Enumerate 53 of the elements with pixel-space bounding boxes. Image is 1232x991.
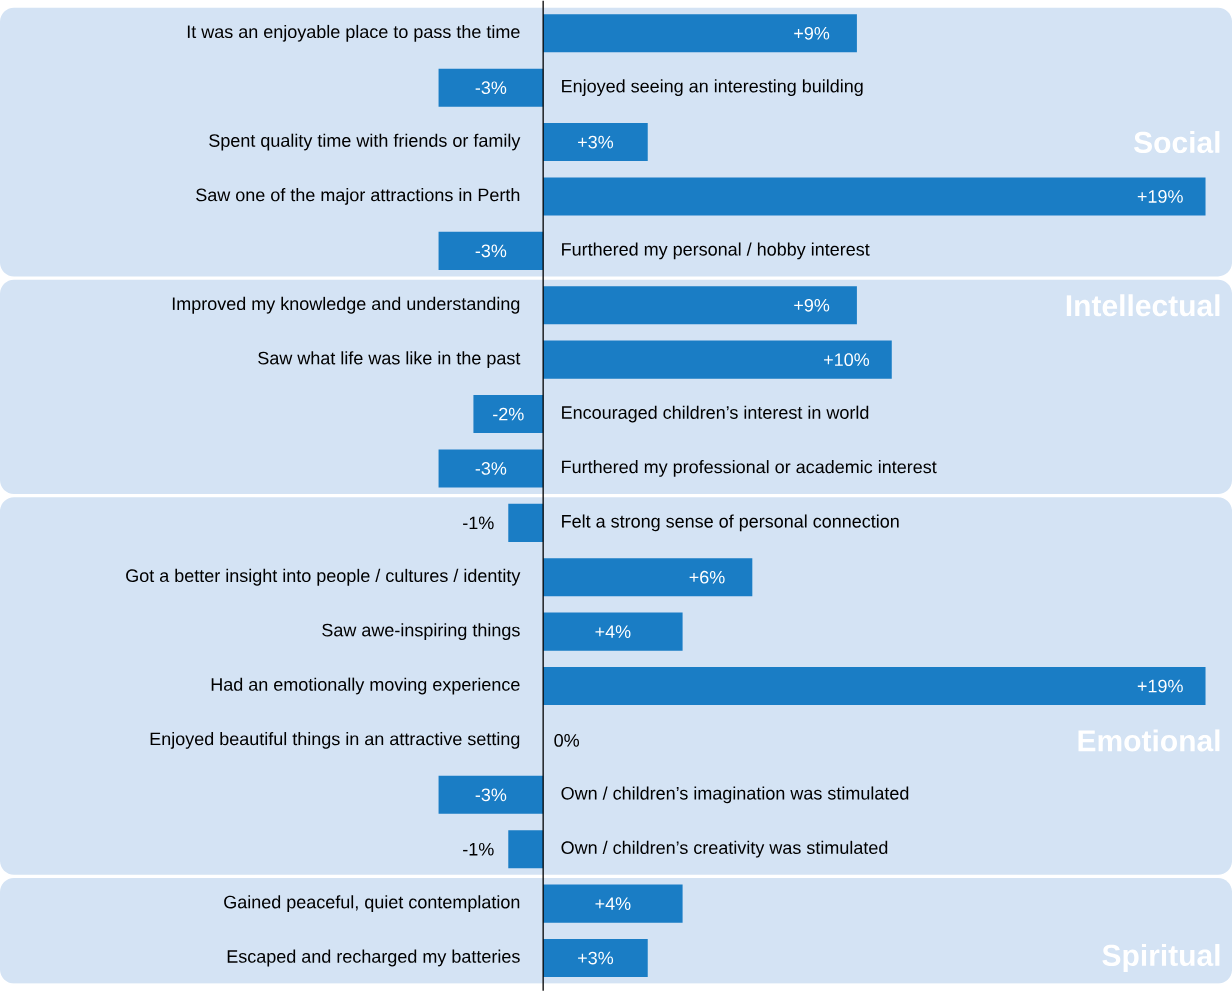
y-tick-label: Had an emotionally moving experience [211,677,520,695]
bar [543,558,753,597]
data-label: +4% [595,897,631,910]
data-label: +19% [1137,679,1183,693]
bar [543,340,892,379]
data-label: -3% [475,244,507,258]
data-label: +4% [595,625,631,638]
y-tick-label: Enjoyed seeing an interesting building [562,79,863,96]
data-label: -3% [475,81,507,94]
y-tick-label: Own / children’s imagination was stimulated [561,786,909,804]
y-tick-label: Spent quality time with friends or family [209,133,521,151]
bar [543,884,683,923]
data-label: +9% [794,26,830,40]
y-tick-label: Enjoyed beautiful things in an attractive setting [150,731,520,749]
data-label: +3% [578,951,614,965]
bar [543,286,857,325]
bar [438,231,544,270]
y-tick-label: Felt a strong sense of personal connection [562,514,899,532]
data-label: -3% [475,461,507,475]
data-label: +10% [824,353,870,366]
bar [438,68,544,107]
data-label: -2% [493,407,524,421]
y-tick-label: Got a better insight into people / cultures / identity [126,568,521,586]
y-tick-label: Saw what life was like in the past [258,351,521,368]
y-tick-label: Gained peaceful, quiet contemplation [224,895,520,912]
y-tick-label: Own / children’s creativity was stimulated [561,840,888,858]
y-tick-label: Saw awe-inspiring things [322,623,520,640]
bar [543,14,857,53]
bar [543,177,1206,216]
bar [543,938,648,977]
bar [508,503,544,542]
data-label: 0% [554,733,580,747]
data-label: -1% [463,516,494,529]
y-tick-label: Improved my knowledge and understanding [172,296,520,314]
data-label: -3% [475,788,507,802]
bar [543,666,1206,705]
data-label: -1% [463,842,494,856]
data-label: +9% [794,298,830,312]
y-tick-label: Saw one of the major attractions in Perth [196,187,520,205]
data-label: +19% [1137,189,1183,203]
data-label: +6% [689,570,725,584]
data-label: +3% [578,135,614,149]
y-tick-label: Furthered my personal / hobby interest [562,242,870,260]
bar [543,612,683,651]
bar [438,775,544,814]
y-tick-label: It was an enjoyable place to pass the time [187,24,520,42]
bar [438,449,544,488]
y-tick-label: Furthered my professional or academic interest [562,459,937,477]
bar [473,394,544,433]
bar [508,830,544,869]
y-tick-label: Escaped and recharged my batteries [227,949,520,967]
y-tick-label: Encouraged children’s interest in world [562,405,869,423]
bar [543,122,648,161]
